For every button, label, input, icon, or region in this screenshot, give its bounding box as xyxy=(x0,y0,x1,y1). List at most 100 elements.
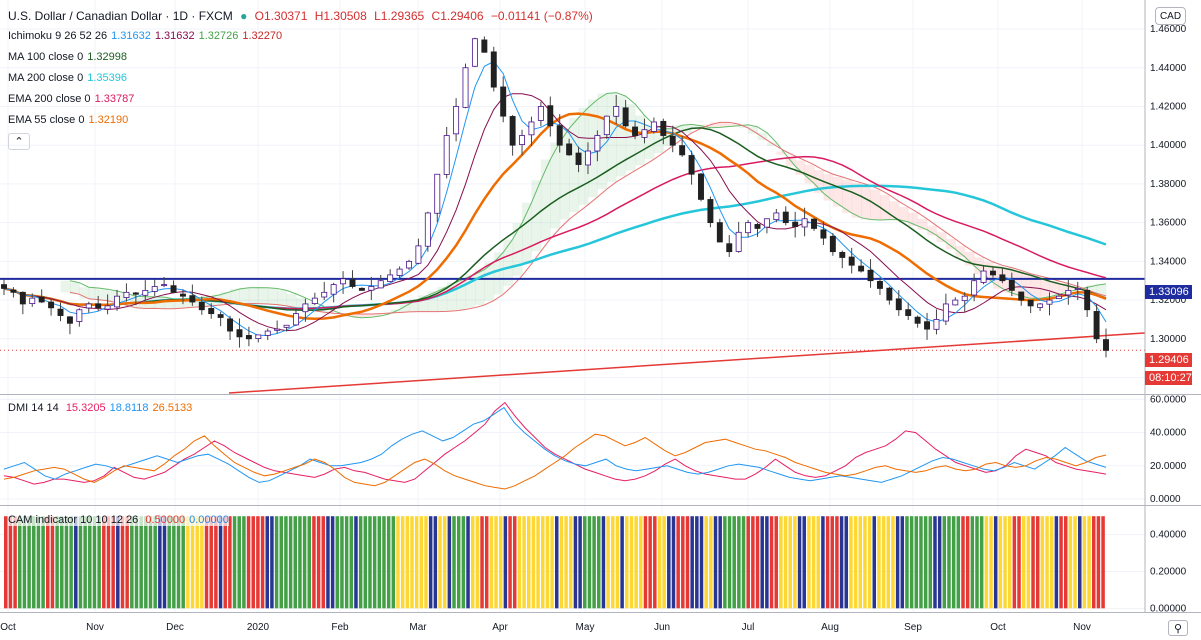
cloud-segment xyxy=(804,164,815,184)
currency-button[interactable]: CAD xyxy=(1155,7,1186,25)
indicator-legend-row[interactable]: MA 100 close 0 1.32998 xyxy=(8,50,131,64)
candles xyxy=(1,36,1109,358)
indicator-value: 1.32726 xyxy=(198,30,239,42)
cloud-segment xyxy=(164,298,175,309)
cloud-segment xyxy=(776,151,787,155)
cloud-segment xyxy=(79,287,90,299)
cam-bar xyxy=(382,516,386,609)
cam-bar xyxy=(1063,516,1068,609)
candle-body xyxy=(1037,303,1044,308)
cloud-segment xyxy=(418,295,429,312)
cloud-segment xyxy=(927,225,937,236)
indicator-legend-row[interactable]: Ichimoku 9 26 52 26 1.31632 1.31632 1.32726… xyxy=(8,29,286,43)
cloud-segment xyxy=(484,262,495,301)
indicator-name: EMA 200 close 0 xyxy=(8,93,91,105)
candle-body xyxy=(142,289,149,296)
cam-bar xyxy=(923,516,928,609)
cloud-segment xyxy=(1021,273,1032,299)
indicator-name: Ichimoku 9 26 52 26 xyxy=(8,30,108,42)
cam-bar xyxy=(718,516,722,609)
indicator-legend-row[interactable]: EMA 55 close 0 1.32190 xyxy=(8,113,132,127)
cam-bar xyxy=(793,516,797,609)
cam-bar xyxy=(1091,516,1096,609)
candle-body xyxy=(208,308,215,315)
cam-bar xyxy=(1054,516,1059,609)
cloud-segment xyxy=(192,297,203,307)
indicator-value: 26.5133 xyxy=(152,402,193,414)
candle-body xyxy=(924,321,931,330)
indicator-value: 1.32998 xyxy=(87,51,127,63)
cam-bar xyxy=(162,516,167,609)
candle-body xyxy=(434,173,441,214)
candle-body xyxy=(443,135,450,175)
cloud-segment xyxy=(352,314,363,318)
cam-bar xyxy=(498,516,503,609)
candle-body xyxy=(537,106,544,121)
candle-body xyxy=(556,125,563,146)
cam-bar xyxy=(746,516,750,609)
cam-bar xyxy=(1003,516,1007,609)
cam-bar xyxy=(153,516,157,609)
cam-bar xyxy=(326,516,330,609)
cam-bar xyxy=(214,516,218,609)
cam-bar xyxy=(405,516,410,609)
cam-bar xyxy=(737,516,741,609)
cloud-segment xyxy=(324,310,335,314)
cam-bar xyxy=(148,516,153,609)
cloud-segment xyxy=(964,251,975,266)
cam-bar xyxy=(8,516,13,609)
cam-bar xyxy=(106,516,111,609)
indicator-value: 1.33787 xyxy=(94,93,135,105)
cam-bar xyxy=(545,516,550,609)
senkou-span-a xyxy=(69,92,1107,319)
cloud-segment xyxy=(465,274,476,308)
indicator-legend-row[interactable]: MA 200 close 0 1.35396 xyxy=(8,71,131,85)
candle-body xyxy=(509,116,516,146)
cloud-segment xyxy=(719,122,730,127)
cam-bar xyxy=(522,516,526,609)
cloud-segment xyxy=(267,288,278,305)
cam-bar xyxy=(223,516,227,609)
cam-bar xyxy=(456,516,461,609)
candle-body xyxy=(848,256,855,266)
candle-body xyxy=(679,145,686,156)
cloud-segment xyxy=(258,287,269,305)
cloud-segment xyxy=(295,297,306,309)
indicator-value: 1.35396 xyxy=(87,72,127,84)
cam-bar xyxy=(961,516,965,609)
cam-bar xyxy=(713,516,718,609)
cloud-segment xyxy=(1002,267,1013,293)
cam-bar xyxy=(662,516,666,609)
candle-body xyxy=(349,279,356,287)
cam-bar xyxy=(881,516,886,609)
candle-body xyxy=(566,143,573,156)
cam-bar xyxy=(316,516,321,609)
cam-bar xyxy=(92,516,97,609)
cam-bar xyxy=(643,516,648,609)
candle-body xyxy=(57,308,64,316)
cam-bar xyxy=(989,516,993,609)
cam-bar xyxy=(648,516,652,609)
cam-bar xyxy=(46,516,50,609)
y-tick-label: 0.40000 xyxy=(1150,530,1187,541)
indicator-legend-row[interactable]: EMA 200 close 0 1.33787 xyxy=(8,92,138,106)
cloud-segment xyxy=(691,125,702,129)
cloud-segment xyxy=(851,182,862,218)
cloud-segment xyxy=(399,304,410,312)
cam-bar xyxy=(410,516,414,609)
cam-bar xyxy=(195,516,199,609)
cloud-segment xyxy=(945,239,956,250)
candle-body xyxy=(198,301,205,311)
indicator-value: 1.31632 xyxy=(154,30,195,42)
cam-bar xyxy=(1012,516,1017,609)
magnifier-icon[interactable]: ⚲ xyxy=(1168,620,1188,636)
cloud-segment xyxy=(587,99,598,198)
cam-bars xyxy=(4,516,1105,609)
candle-body xyxy=(632,126,639,136)
chevron-up-icon[interactable]: ⌃ xyxy=(8,133,30,150)
cloud-segment xyxy=(437,286,448,312)
cam-bar xyxy=(727,516,732,609)
cam-bar xyxy=(914,516,919,609)
candle-body xyxy=(1,284,7,289)
